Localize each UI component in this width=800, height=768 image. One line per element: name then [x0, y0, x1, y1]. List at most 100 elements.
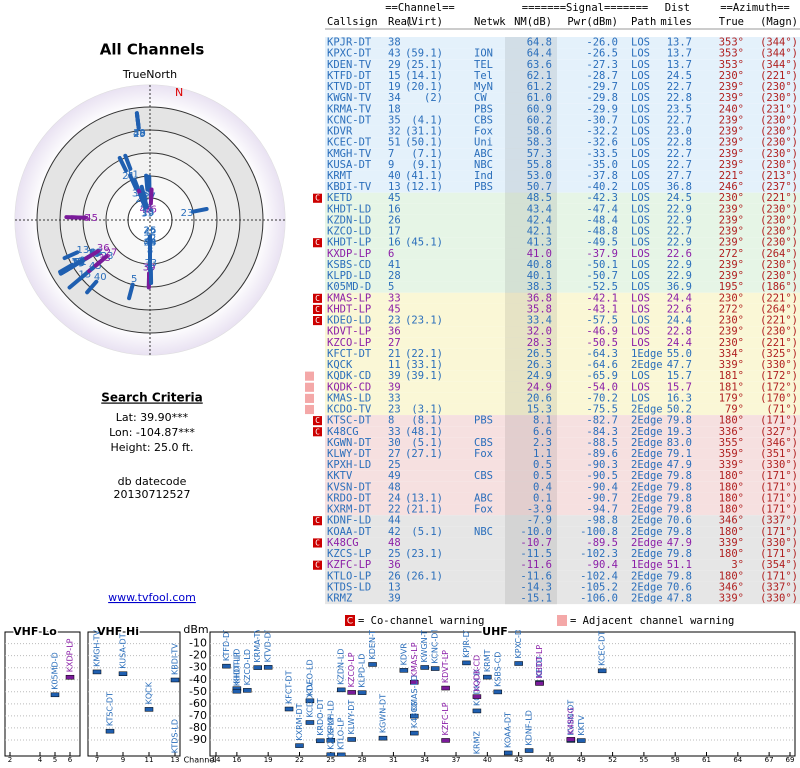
cell-real: 34: [388, 92, 401, 104]
cell-magn: (172°): [760, 370, 798, 382]
x-tick-label: 2: [8, 756, 12, 764]
row-bg: [325, 581, 800, 593]
cell-pwr: -26.5: [586, 48, 618, 60]
station-callsign: KHDT-LP: [232, 652, 241, 686]
cell-dist: 22.9: [667, 259, 692, 271]
cell-virt: (2): [424, 92, 443, 104]
y-tick-label: -80: [189, 721, 207, 734]
cell-magn: (171°): [760, 504, 798, 516]
cell-pwr: -47.4: [586, 203, 618, 215]
cell-magn: (344°): [760, 48, 798, 60]
station-callsign: KDEN-TV: [368, 624, 377, 659]
cell-pwr: -49.5: [586, 237, 618, 249]
station-callsign: KBDI-TV: [171, 643, 180, 675]
cell-magn: (221°): [760, 315, 798, 327]
x-tick-label: 25: [326, 756, 335, 764]
nm-cell-bg: [505, 148, 557, 160]
column-header: True: [719, 16, 744, 28]
co-warning-text: C: [315, 238, 320, 247]
station-bar: [117, 155, 128, 173]
station-bar: [85, 279, 99, 295]
cell-nm: -7.9: [527, 515, 552, 527]
height: Height: 25.0 ft.: [110, 441, 193, 454]
cell-true: 221°: [719, 170, 744, 182]
cell-virt: (41.1): [405, 170, 443, 182]
cell-path: LOS: [631, 237, 650, 249]
cell-netwk: MyN: [474, 81, 493, 93]
link[interactable]: www.tvfool.com: [108, 591, 196, 604]
cell-pwr: -43.1: [586, 303, 618, 315]
cell-dist: 22.7: [667, 114, 692, 126]
station-callsign: KRMZ: [472, 731, 481, 755]
cell-dist: 47.9: [667, 459, 692, 471]
cell-magn: (351°): [760, 448, 798, 460]
spectrum-panel: [87, 631, 181, 757]
station-level: [566, 737, 576, 742]
lat: Lat: 39.90***: [116, 411, 189, 424]
cell-virt: (14.1): [405, 70, 443, 82]
cell-dist: 19.3: [667, 426, 692, 438]
cell-pwr: -90.5: [586, 470, 618, 482]
nm-cell-bg: [505, 415, 557, 427]
cell-real: 38: [388, 37, 401, 49]
cell-real: 33: [388, 392, 401, 404]
nm-cell-bg: [505, 504, 557, 516]
adjacent-warning: [305, 393, 314, 403]
cell-netwk: NBC: [474, 159, 493, 171]
cell-virt: (33.1): [405, 359, 443, 371]
cell-dist: 70.6: [667, 581, 692, 593]
cell-dist: 15.7: [667, 370, 692, 382]
cell-real: 32: [388, 126, 401, 138]
cell-magn: (221°): [760, 70, 798, 82]
station-callsign: KTLO-LP: [337, 717, 346, 750]
cell-virt: (23.1): [405, 315, 443, 327]
cell-virt: (48.1): [405, 426, 443, 438]
x-tick-label: 43: [514, 756, 523, 764]
station-callsign: KDEO-LD: [305, 659, 314, 695]
cell-dist: 22.7: [667, 159, 692, 171]
row-bg: [325, 281, 800, 293]
cell-pwr: -50.1: [586, 259, 618, 271]
cell-nm: 15.3: [527, 404, 552, 416]
co-warning-text: C: [315, 316, 320, 325]
cell-netwk: PBS: [474, 181, 493, 193]
station-level: [222, 663, 231, 669]
station-callsign: KRDO-DT: [316, 698, 325, 736]
nm-cell-bg: [505, 37, 557, 49]
row-bg: [325, 181, 800, 193]
cell-path: 2Edge: [631, 548, 663, 560]
station-level: [577, 738, 586, 743]
cell-virt: (5.1): [411, 437, 443, 449]
cell-callsign: KTFD-DT: [327, 70, 372, 82]
cell-pwr: -32.6: [586, 137, 618, 149]
cell-true: 272°: [719, 303, 744, 315]
cell-nm: -3.9: [527, 504, 552, 516]
cell-real: 43: [388, 48, 401, 60]
row-bg: [325, 481, 800, 493]
nm-cell-bg: [505, 448, 557, 460]
cell-magn: (213°): [760, 170, 798, 182]
station-level: [295, 743, 304, 748]
station-callsign: KLWY-DT: [347, 700, 356, 735]
cell-real: 36: [388, 326, 401, 338]
cell-pwr: -37.9: [586, 248, 618, 260]
cell-pwr: -57.5: [586, 315, 618, 327]
cell-path: LOS: [631, 381, 650, 393]
nm-cell-bg: [505, 459, 557, 471]
station-level: [170, 677, 180, 683]
nm-cell-bg: [505, 92, 557, 104]
cell-nm: 41.0: [527, 248, 552, 260]
cell-pwr: -48.4: [586, 214, 618, 226]
row-bg: [325, 337, 800, 349]
cell-callsign: KSBS-CD: [327, 259, 371, 271]
cell-true: 230°: [719, 192, 744, 204]
cell-callsign: KPJR-DT: [327, 37, 372, 49]
cell-true: 230°: [719, 292, 744, 304]
cell-virt: (27.1): [405, 448, 443, 460]
cell-real: 22: [388, 504, 401, 516]
station-channel: 36: [144, 205, 157, 216]
nm-cell-bg: [505, 593, 557, 605]
cell-pwr: -90.4: [586, 559, 618, 571]
cell-virt: (13.1): [405, 492, 443, 504]
cell-real: 44: [388, 515, 401, 527]
